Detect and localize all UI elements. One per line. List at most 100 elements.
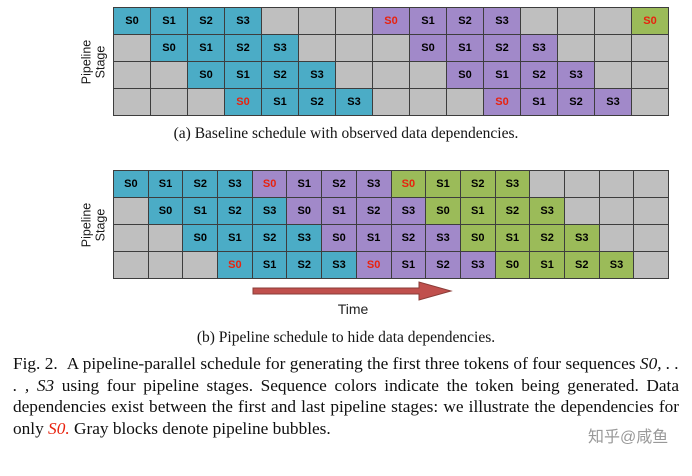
- bubble-cell: [151, 62, 187, 88]
- time-arrow: [252, 280, 454, 302]
- schedule-cell-s3: S3: [225, 8, 261, 34]
- bubble-cell: [599, 171, 634, 197]
- schedule-cell-s3: S3: [558, 62, 594, 88]
- bubble-cell: [373, 89, 409, 115]
- schedule-cell-s0: S0: [460, 225, 495, 251]
- schedule-cell-s0: S0: [495, 252, 530, 278]
- bubble-cell: [188, 89, 224, 115]
- schedule-cell-s2: S2: [188, 8, 224, 34]
- bubble-cell: [410, 89, 446, 115]
- pipeline-stage-label-line2: Stage: [93, 45, 107, 78]
- subcaption-b: (b) Pipeline schedule to hide data depen…: [196, 329, 496, 346]
- time-arrow-icon: [252, 281, 453, 301]
- schedule-cell-s2: S2: [356, 198, 391, 224]
- bubble-cell: [558, 8, 594, 34]
- schedule-cell-s1: S1: [151, 8, 187, 34]
- schedule-cell-s2: S2: [299, 89, 335, 115]
- bubble-cell: [262, 8, 298, 34]
- pipeline-stage-label-b: Pipeline Stage: [76, 170, 110, 279]
- schedule-grid-pipelined: S0 S1 S2 S3 S0 S1 S2 S3 S0 S1 S2 S3 S0 S1 S2 S3 S0 S1 S2 S3…: [113, 170, 669, 279]
- schedule-cell-s1: S1: [148, 171, 183, 197]
- bubble-cell: [632, 35, 668, 61]
- schedule-cell-s2: S2: [426, 252, 460, 278]
- schedule-cell-s1: S1: [495, 225, 530, 251]
- schedule-cell-s3: S3: [460, 252, 495, 278]
- bubble-cell: [634, 252, 668, 278]
- bubble-cell: [634, 171, 668, 197]
- bubble-cell: [564, 198, 599, 224]
- schedule-cell-s3: S3: [484, 8, 520, 34]
- subcaption-a: (a) Baseline schedule with observed data…: [173, 125, 519, 142]
- schedule-cell-s1: S1: [447, 35, 483, 61]
- bubble-cell: [114, 35, 150, 61]
- schedule-cell-s2: S2: [262, 62, 298, 88]
- schedule-cell-s3: S3: [218, 171, 252, 197]
- schedule-cell-s1: S1: [262, 89, 298, 115]
- schedule-cell-s0: S0: [114, 8, 150, 34]
- schedule-cell-s3: S3: [599, 252, 634, 278]
- time-label: Time: [337, 301, 369, 317]
- bubble-cell: [564, 171, 599, 197]
- schedule-cell-s2: S2: [521, 62, 557, 88]
- bubble-cell: [632, 62, 668, 88]
- schedule-cell-s2: S2: [218, 198, 252, 224]
- bubble-cell: [595, 8, 631, 34]
- schedule-cell-s1: S1: [460, 198, 495, 224]
- bubble-cell: [151, 89, 187, 115]
- bubble-cell: [521, 8, 557, 34]
- schedule-cell-s1: S1: [183, 198, 218, 224]
- bubble-cell: [410, 62, 446, 88]
- schedule-cell-s0: S0: [148, 198, 183, 224]
- schedule-cell-s2: S2: [564, 252, 599, 278]
- bubble-cell: [373, 62, 409, 88]
- schedule-cell-s3: S3: [391, 198, 426, 224]
- schedule-cell-s2: S2: [322, 171, 356, 197]
- bubble-cell: [373, 35, 409, 61]
- schedule-cell-s0: S0: [151, 35, 187, 61]
- schedule-cell-s3: S3: [564, 225, 599, 251]
- bubble-cell: [114, 198, 148, 224]
- schedule-cell-s0: S0: [287, 198, 322, 224]
- schedule-cell-s0: S0: [391, 171, 426, 197]
- bubble-cell: [148, 252, 183, 278]
- schedule-cell-s3: S3: [495, 171, 530, 197]
- bubble-cell: [299, 35, 335, 61]
- schedule-cell-s0: S0: [447, 62, 483, 88]
- bubble-cell: [148, 225, 183, 251]
- schedule-cell-s3: S3: [521, 35, 557, 61]
- bubble-cell: [595, 62, 631, 88]
- schedule-cell-s2: S2: [183, 171, 218, 197]
- schedule-grid-baseline: S0 S1 S2 S3 S0 S1 S2 S3 S0 S0 S1 S2 S3 S0 S1 S2 S3 S0 S1 S2…: [113, 7, 669, 116]
- caption-text-3: Gray blocks denote pipeline bubbles.: [69, 418, 331, 438]
- schedule-cell-s1: S1: [521, 89, 557, 115]
- caption-text-1: A pipeline-parallel schedule for generat…: [66, 354, 640, 373]
- schedule-cell-s3: S3: [322, 252, 356, 278]
- schedule-cell-s1: S1: [322, 198, 356, 224]
- caption-text-2: using four pipeline stages. Sequence col…: [13, 375, 680, 438]
- schedule-cell-s3: S3: [595, 89, 631, 115]
- bubble-cell: [114, 62, 150, 88]
- schedule-cell-s2: S2: [558, 89, 594, 115]
- schedule-cell-s0: S0: [322, 225, 356, 251]
- bubble-cell: [599, 225, 634, 251]
- schedule-cell-s0: S0: [114, 171, 148, 197]
- schedule-cell-s2: S2: [287, 252, 322, 278]
- bubble-cell: [114, 89, 150, 115]
- pipeline-stage-label-line2: Stage: [93, 208, 107, 241]
- schedule-cell-s2: S2: [252, 225, 287, 251]
- schedule-cell-s0: S0: [225, 89, 261, 115]
- pipeline-stage-label-line1: Pipeline: [78, 39, 93, 84]
- schedule-cell-s1: S1: [225, 62, 261, 88]
- bubble-cell: [447, 89, 483, 115]
- figure-number: Fig. 2.: [13, 354, 58, 373]
- schedule-cell-s1: S1: [426, 171, 460, 197]
- schedule-cell-s3: S3: [530, 198, 564, 224]
- math-sequence-range: S0, . . . , S3: [13, 354, 679, 395]
- bubble-cell: [114, 225, 148, 251]
- schedule-cell-s3: S3: [299, 62, 335, 88]
- schedule-cell-s3: S3: [287, 225, 322, 251]
- schedule-cell-s0: S0: [183, 225, 218, 251]
- pipeline-stage-axis-b: Pipeline Stage: [76, 170, 110, 279]
- schedule-cell-s2: S2: [484, 35, 520, 61]
